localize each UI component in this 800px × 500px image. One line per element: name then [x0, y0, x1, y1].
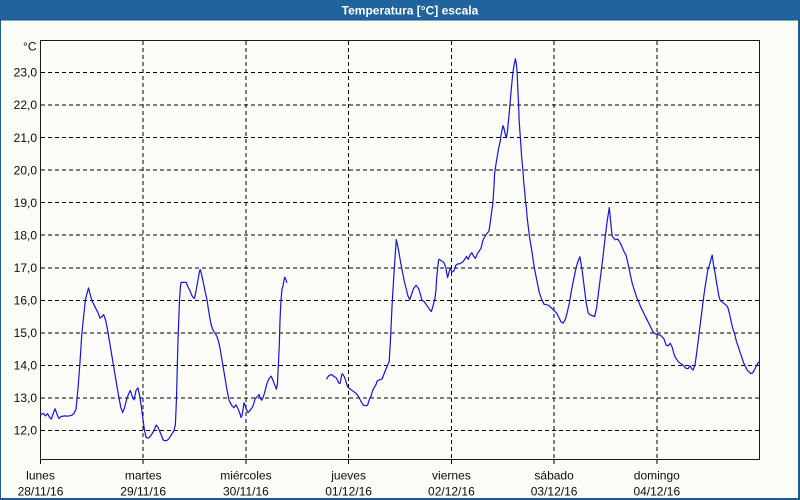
svg-text:jueves: jueves: [330, 469, 366, 483]
svg-text:01/12/16: 01/12/16: [325, 485, 372, 499]
svg-text:28/11/16: 28/11/16: [18, 485, 64, 499]
svg-text:18,0: 18,0: [14, 228, 38, 242]
svg-text:02/12/16: 02/12/16: [428, 485, 475, 499]
svg-text:23,0: 23,0: [14, 66, 38, 80]
svg-text:martes: martes: [125, 469, 162, 483]
svg-text:lunes: lunes: [26, 469, 55, 483]
svg-text:03/12/16: 03/12/16: [531, 485, 578, 499]
svg-text:domingo: domingo: [634, 469, 680, 483]
svg-text:20,0: 20,0: [14, 163, 38, 177]
svg-text:Temperatura [°C] escala: Temperatura [°C] escala: [342, 4, 479, 18]
svg-text:miércoles: miércoles: [220, 469, 271, 483]
svg-text:viernes: viernes: [432, 469, 471, 483]
svg-text:12,0: 12,0: [14, 424, 38, 438]
svg-text:°C: °C: [23, 40, 37, 54]
svg-text:sábado: sábado: [534, 469, 574, 483]
svg-text:15,0: 15,0: [14, 326, 38, 340]
svg-text:16,0: 16,0: [14, 294, 38, 308]
svg-text:04/12/16: 04/12/16: [633, 485, 680, 499]
svg-text:14,0: 14,0: [14, 359, 38, 373]
svg-text:17,0: 17,0: [14, 261, 38, 275]
svg-text:21,0: 21,0: [14, 131, 38, 145]
svg-text:22,0: 22,0: [14, 98, 38, 112]
svg-text:29/11/16: 29/11/16: [120, 485, 166, 499]
svg-text:13,0: 13,0: [14, 391, 38, 405]
svg-text:19,0: 19,0: [14, 196, 38, 210]
svg-text:30/11/16: 30/11/16: [223, 485, 269, 499]
